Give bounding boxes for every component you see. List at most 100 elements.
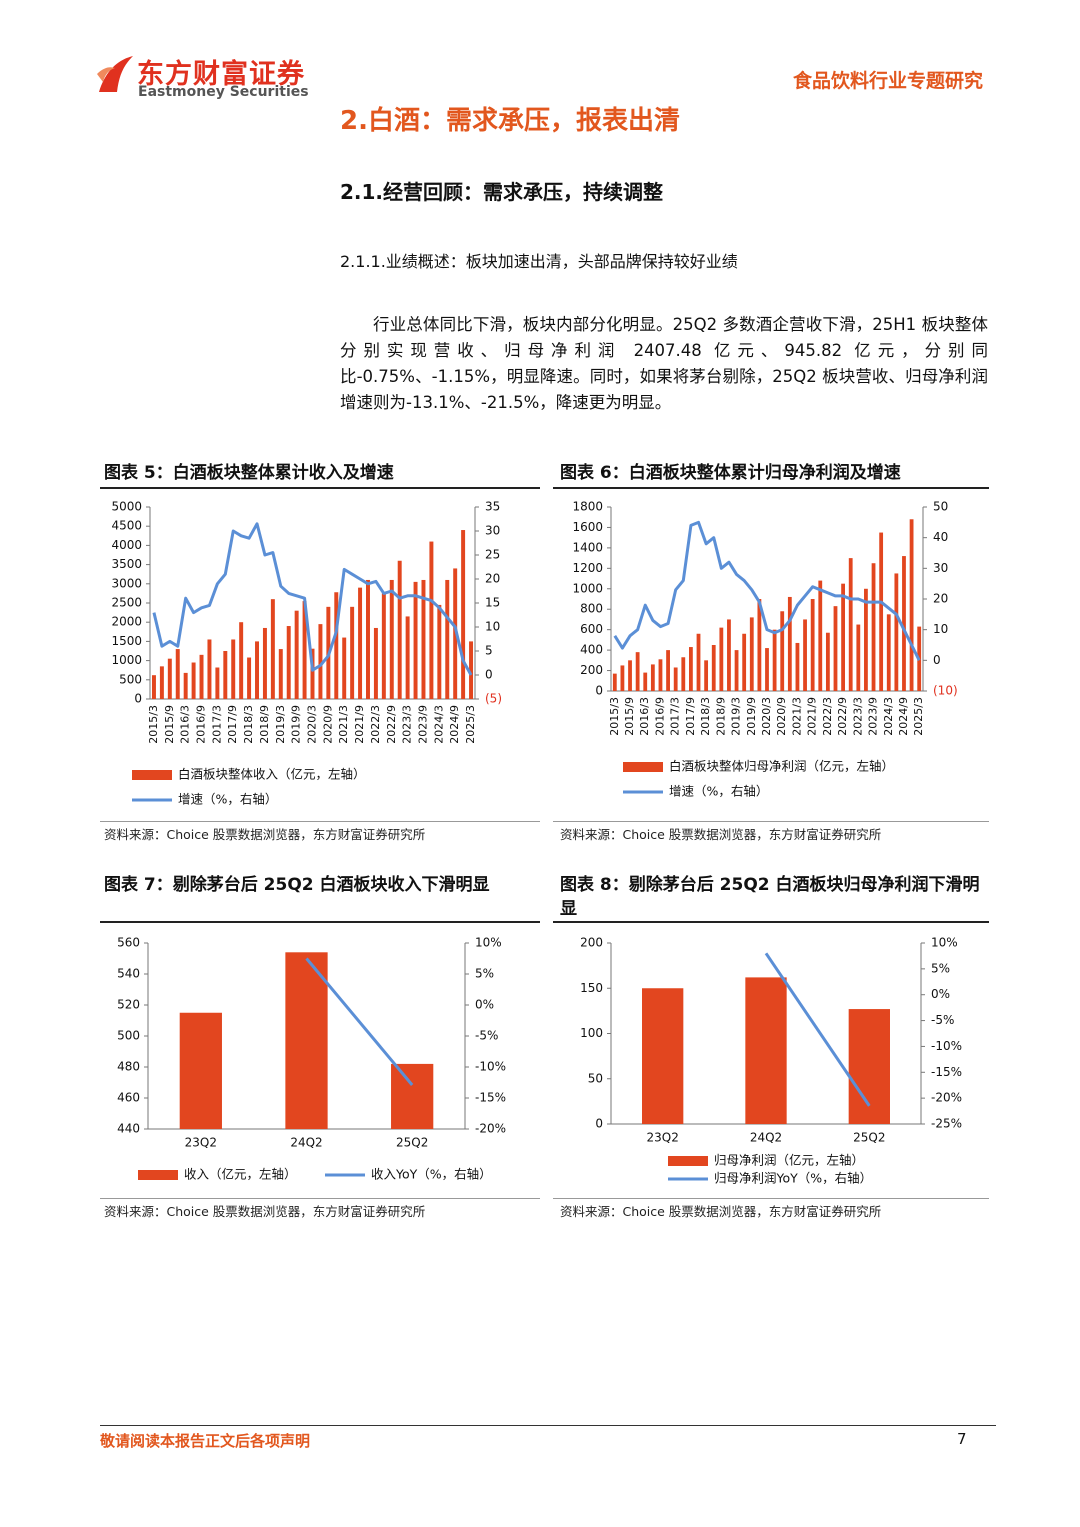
y2-tick-label: 30 — [485, 524, 500, 538]
bar — [894, 573, 899, 691]
x-tick-label: 2018/3 — [242, 705, 255, 744]
bar — [302, 601, 307, 699]
bar — [191, 662, 196, 699]
rule — [553, 487, 989, 489]
bar — [696, 633, 701, 691]
rule — [553, 1198, 989, 1199]
line — [305, 957, 414, 1086]
bar — [742, 633, 747, 691]
bar — [239, 622, 244, 699]
y-tick-label: 3500 — [111, 557, 142, 571]
y2-tick-label: -5% — [475, 1029, 498, 1043]
bar — [902, 556, 906, 691]
x-tick-label: 2019/9 — [745, 697, 758, 736]
x-tick-label: 25Q2 — [396, 1136, 428, 1150]
legend-label: 白酒板块整体归母净利润（亿元，左轴） — [669, 759, 894, 774]
bar — [397, 560, 402, 699]
y2-tick-label: 5% — [931, 961, 950, 975]
y-tick-label: 4000 — [111, 538, 142, 552]
bar — [199, 654, 204, 699]
line — [152, 522, 473, 676]
bar — [183, 672, 188, 699]
bar — [909, 519, 914, 691]
y-tick-label: 400 — [580, 643, 603, 657]
figure-title: 图表 5：白酒板块整体累计收入及增速 — [104, 463, 394, 483]
y2-tick-label: 20 — [933, 592, 948, 606]
bar — [373, 627, 378, 699]
bar — [772, 629, 777, 691]
y-tick-label: 100 — [580, 1026, 603, 1040]
bar — [864, 588, 868, 691]
bar — [429, 541, 434, 699]
bar — [255, 641, 259, 699]
y-tick-label: 460 — [117, 1091, 140, 1105]
y2-tick-label: -10% — [931, 1039, 962, 1053]
bar — [810, 599, 815, 691]
y2-tick-label: -20% — [475, 1122, 506, 1136]
x-tick-label: 2019/9 — [290, 705, 303, 744]
bar — [310, 648, 315, 699]
x-tick-label: 2015/3 — [147, 705, 160, 744]
bar — [666, 650, 670, 691]
subsection-title: 2.1.经营回顾：需求承压，持续调整 — [340, 180, 664, 204]
y-tick-label: 4500 — [111, 519, 142, 533]
legend-label: 归母净利润（亿元，左轴） — [714, 1153, 864, 1168]
bar — [787, 596, 792, 691]
x-tick-label: 25Q2 — [853, 1131, 885, 1145]
bar — [231, 639, 236, 699]
x-tick-label: 2023/9 — [867, 697, 880, 736]
y2-tick-label: 20 — [485, 572, 500, 586]
rule — [100, 921, 540, 923]
legend-swatch — [623, 762, 663, 772]
y2-tick-label: -15% — [475, 1091, 506, 1105]
y2-tick-label: 15 — [485, 596, 500, 610]
brand: 东方财富证券 — [137, 59, 305, 90]
bar — [350, 606, 355, 699]
y-tick-label: 1000 — [572, 581, 603, 595]
bar — [167, 658, 172, 699]
bar — [818, 580, 823, 691]
bar — [334, 592, 339, 699]
bar — [389, 579, 394, 699]
bar — [673, 667, 678, 691]
logo-icon — [97, 56, 133, 92]
line — [613, 520, 921, 661]
y-tick-label: 200 — [580, 936, 603, 950]
y2-tick-label: 10% — [931, 936, 958, 950]
bar — [749, 617, 754, 691]
bar — [294, 610, 299, 699]
bar — [658, 659, 663, 691]
x-tick-label: 2015/9 — [163, 705, 176, 744]
y-tick-label: 480 — [117, 1060, 140, 1074]
bar — [765, 648, 769, 691]
x-tick-label: 2021/3 — [337, 705, 350, 744]
bar — [734, 650, 739, 691]
page-number: 7 — [957, 1430, 967, 1448]
bar — [358, 587, 363, 699]
x-tick-label: 2018/9 — [714, 697, 727, 736]
bar — [848, 558, 853, 691]
y2-tick-label: 50 — [933, 500, 948, 514]
bar — [681, 657, 686, 691]
bar — [833, 606, 838, 691]
y2-tick-label: -10% — [475, 1060, 506, 1074]
x-tick-label: 24Q2 — [290, 1136, 322, 1150]
x-tick-label: 2016/9 — [653, 697, 666, 736]
source: 资料来源：Choice 股票数据浏览器，东方财富证券研究所 — [104, 827, 426, 842]
x-tick-label: 2023/3 — [851, 697, 864, 736]
x-tick-label: 2022/9 — [385, 705, 398, 744]
x-tick-label: 2016/9 — [195, 705, 208, 744]
y2-tick-label: 30 — [933, 561, 948, 575]
rule — [100, 821, 540, 822]
x-tick-label: 2019/3 — [730, 697, 743, 736]
y-tick-label: 0 — [595, 1117, 603, 1131]
bar — [215, 667, 220, 699]
paragraph: 行业总体同比下滑，板块内部分化明显。25Q2 多数酒企营收下滑，25H1 板块整… — [340, 315, 988, 412]
bar — [223, 651, 228, 699]
x-tick-label: 2022/9 — [836, 697, 849, 736]
y2-tick-label: 0% — [475, 998, 494, 1012]
x-tick-label: 2017/9 — [684, 697, 697, 736]
y2-tick-label: 0% — [931, 987, 950, 1001]
bar — [780, 611, 785, 691]
bar — [879, 532, 884, 691]
